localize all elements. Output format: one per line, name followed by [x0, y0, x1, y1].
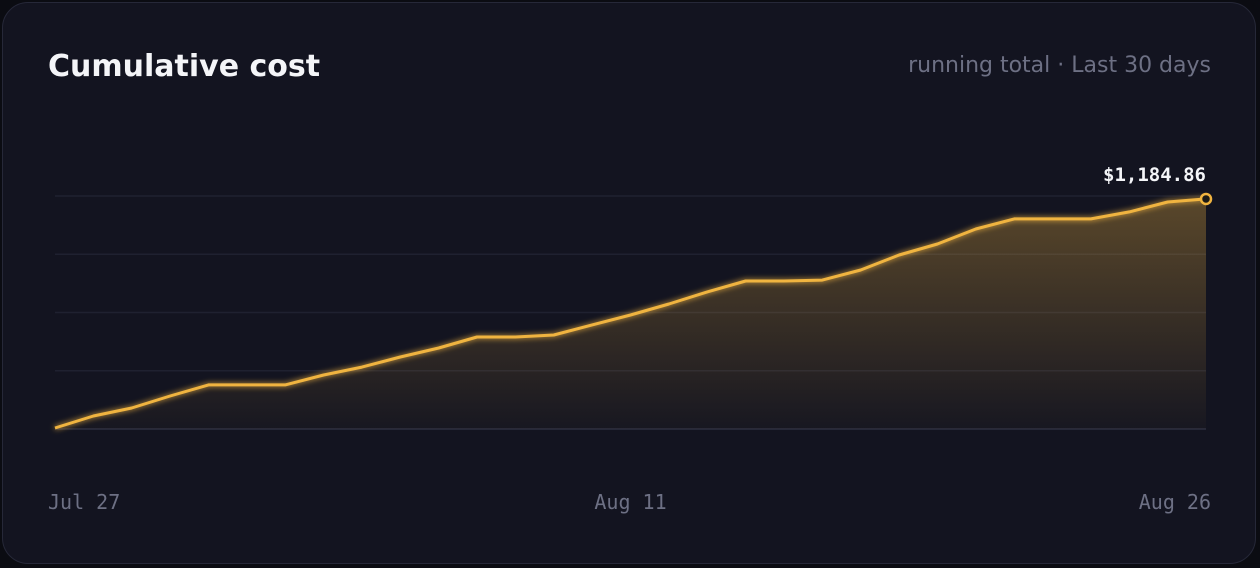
- chart-title: Cumulative cost: [48, 49, 320, 84]
- value-label: $1,184.86: [1103, 164, 1206, 186]
- x-tick-label: Jul 27: [48, 490, 120, 514]
- end-marker: [1199, 192, 1213, 206]
- x-tick-label: Aug 26: [1139, 490, 1211, 514]
- line: [54, 197, 1207, 430]
- chart-subtitle: running total · Last 30 days: [908, 53, 1211, 78]
- x-tick-label: Aug 11: [594, 490, 666, 514]
